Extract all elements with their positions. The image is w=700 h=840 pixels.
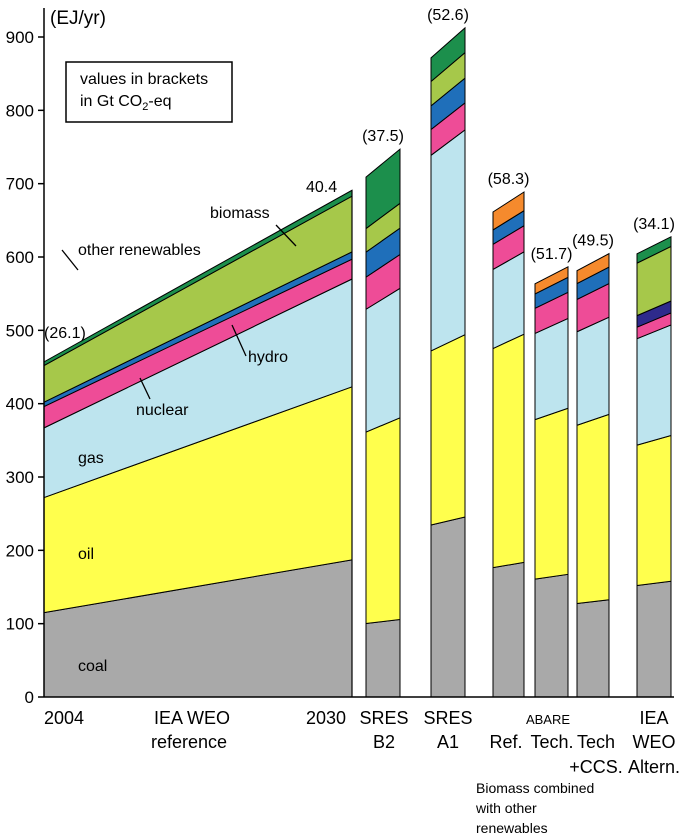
y-tick-label: 200 xyxy=(6,541,34,560)
co2-label: (52.6) xyxy=(427,7,469,24)
co2-label-2030: 40.4 xyxy=(306,179,337,196)
segment-gas xyxy=(576,316,610,426)
x-labels: 2004 2030 IEA WEO reference SRES B2 SRES… xyxy=(44,708,680,777)
co2-label: (34.1) xyxy=(633,216,675,233)
note-line-2: in Gt CO2-eq xyxy=(80,93,171,113)
x-label-sres-a1-line2: A1 xyxy=(437,732,459,752)
y-unit-label: (EJ/yr) xyxy=(50,8,106,29)
x-label-reference: reference xyxy=(151,732,227,752)
footnote-line-2: with other xyxy=(475,800,537,816)
hydro-leader xyxy=(231,324,247,357)
x-label-iea-altern-line3: Altern. xyxy=(628,757,680,777)
segment-biomass xyxy=(636,235,672,264)
footnote: Biomass combined with other renewables xyxy=(475,780,594,836)
bar-tech-ccs- xyxy=(576,252,610,698)
y-tick-label: 400 xyxy=(6,395,34,414)
note-subscript: 2 xyxy=(142,101,148,113)
y-tick-label: 900 xyxy=(6,28,34,47)
area-label-biomass: biomass xyxy=(210,205,270,222)
segment-coal xyxy=(636,580,672,698)
note-line-1: values in brackets xyxy=(80,71,208,88)
segment-biomass xyxy=(430,26,466,83)
x-label-sres-b2-line2: B2 xyxy=(373,732,395,752)
note-box-frame xyxy=(65,61,233,123)
segment-other xyxy=(576,252,610,285)
footnote-line-1: Biomass combined xyxy=(476,780,594,796)
y-tick-label: 800 xyxy=(6,101,34,120)
co2-label-2004: (26.1) xyxy=(44,325,86,342)
y-tick-label: 500 xyxy=(6,321,34,340)
x-label-tech-ccs-line2: +CCS. xyxy=(569,757,623,777)
area-label-other-renewables: other renewables xyxy=(78,242,201,259)
segment-gas xyxy=(534,317,569,421)
segment-oil xyxy=(636,434,672,587)
x-label-iea-weo: IEA WEO xyxy=(154,708,230,728)
x-label-tech: Tech. xyxy=(530,732,573,752)
footnote-line-3: renewables xyxy=(476,820,548,836)
x-label-abare-group: ABARE xyxy=(526,712,570,727)
segment-coal xyxy=(365,618,401,698)
segment-other xyxy=(534,266,569,295)
segment-coal xyxy=(576,599,610,698)
bar-tech- xyxy=(534,266,569,698)
co2-label: (58.3) xyxy=(488,171,530,188)
segment-gas xyxy=(636,324,672,446)
y-tick-label: 100 xyxy=(6,615,34,634)
area-label-gas: gas xyxy=(78,450,104,467)
area-label-hydro: hydro xyxy=(248,349,288,366)
x-label-2004: 2004 xyxy=(44,708,84,728)
segment-coal xyxy=(430,516,466,698)
co2-label: (51.7) xyxy=(531,246,573,263)
plot-area: (37.5) (52.6) (58.3) (51.7)(49.5) (34.1) xyxy=(43,7,675,698)
segment-oil xyxy=(492,333,525,569)
note-co2-text: in Gt CO xyxy=(80,93,142,110)
segment-gas xyxy=(430,128,466,352)
area-label-coal: coal xyxy=(78,658,107,675)
biomass-leader xyxy=(275,224,297,247)
co2-label: (49.5) xyxy=(572,233,614,250)
bar-iea-weo-altern- xyxy=(636,235,672,698)
bar-ref- xyxy=(492,191,525,698)
segment-oil xyxy=(534,407,569,580)
co2-label: (37.5) xyxy=(362,128,404,145)
x-label-sres-b2-line1: SRES xyxy=(359,708,408,728)
bar-sres-b2 xyxy=(365,148,401,698)
x-label-tech-ccs-line1: Tech xyxy=(577,732,615,752)
bar-sres-a1 xyxy=(430,26,466,698)
other-renewables-leader xyxy=(61,249,79,271)
area-label-oil: oil xyxy=(78,546,94,563)
y-tick-label: 600 xyxy=(6,248,34,267)
segment-other xyxy=(492,191,525,231)
x-label-sres-a1-line1: SRES xyxy=(423,708,472,728)
segment-oil xyxy=(430,333,466,526)
segment-coal xyxy=(534,573,569,698)
segment-oil xyxy=(365,417,401,625)
x-label-ref: Ref. xyxy=(489,732,522,752)
y-tick-label: 700 xyxy=(6,175,34,194)
x-label-iea-altern-line1: IEA xyxy=(639,708,668,728)
segment-biomass xyxy=(365,148,401,230)
y-axis: 0 100 200 300 400 500 600 700 800 900 xyxy=(6,8,674,707)
x-label-2030: 2030 xyxy=(306,708,346,728)
y-tick-label: 0 xyxy=(25,688,34,707)
y-tick-label: 300 xyxy=(6,468,34,487)
x-label-iea-altern-line2: WEO xyxy=(633,732,676,752)
segment-coal xyxy=(492,561,525,698)
area-label-nuclear: nuclear xyxy=(136,402,189,419)
nuclear-leader xyxy=(139,377,151,400)
note-box: values in brackets in Gt CO2-eq xyxy=(65,61,233,123)
segment-oil xyxy=(576,413,610,605)
note-unit-suffix: -eq xyxy=(148,93,171,110)
area-labels: biomass other renewables hydro nuclear g… xyxy=(61,205,297,675)
segment-gas xyxy=(365,287,401,433)
